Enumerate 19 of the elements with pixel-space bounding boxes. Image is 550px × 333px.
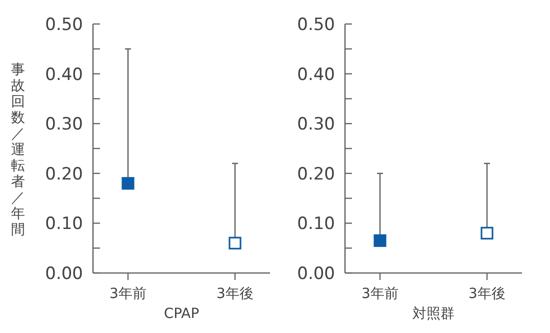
x-tick-label: 3年後 — [468, 286, 506, 302]
x-tick-label: 3年前 — [110, 286, 146, 302]
y-tick-label: 0.10 — [45, 214, 83, 234]
y-axis-title: 事故回数／運転者／年間 — [11, 62, 25, 238]
y-tick-label: 0.00 — [297, 264, 335, 284]
y-tick-label: 0.00 — [45, 264, 83, 284]
y-tick-label: 0.20 — [297, 164, 335, 184]
y-tick-label: 0.20 — [45, 164, 83, 184]
y-tick-label: 0.30 — [45, 114, 83, 135]
x-tick-label: 3年後 — [216, 286, 254, 302]
y-tick-label: 0.10 — [297, 214, 335, 234]
x-axis-title: CPAP — [164, 306, 200, 322]
y-tick-label: 0.30 — [297, 114, 335, 135]
y-tick-label: 0.40 — [297, 64, 335, 85]
y-tick-label: 0.50 — [45, 15, 83, 35]
x-axis-title: 対照群 — [412, 306, 454, 322]
y-tick-label: 0.40 — [45, 64, 83, 85]
x-tick-label: 3年前 — [362, 286, 398, 302]
y-tick-label: 0.50 — [297, 15, 335, 35]
